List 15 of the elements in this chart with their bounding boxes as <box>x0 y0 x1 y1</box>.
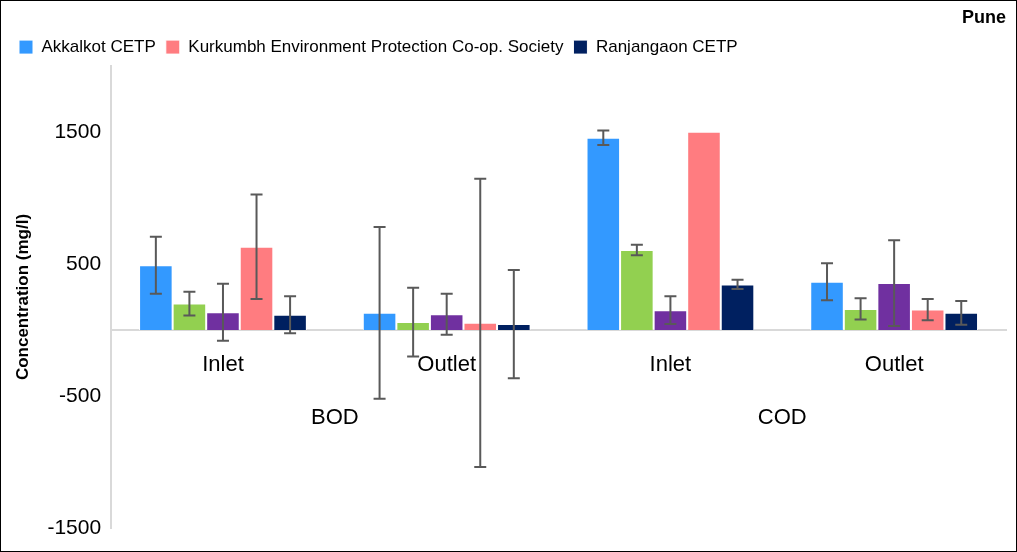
legend-label: Akkalkot CETP <box>41 36 156 56</box>
x-tick-label: Outlet <box>417 351 477 377</box>
y-tick-label: 500 <box>66 250 102 274</box>
y-tick-label: -500 <box>59 382 102 406</box>
chart-title: Pune <box>961 6 1006 27</box>
legend-label: Ranjangaon CETP <box>595 36 738 56</box>
annotation: COD <box>757 404 807 430</box>
y-tick-label: -1500 <box>47 515 102 539</box>
y-axis-title: Concentration (mg/l) <box>12 213 32 381</box>
y-tick-label: 1500 <box>54 118 102 142</box>
x-tick-label: Outlet <box>864 351 924 377</box>
x-tick-label: Inlet <box>649 351 692 377</box>
x-tick-label: Inlet <box>202 351 244 377</box>
annotation: BOD <box>310 404 359 430</box>
legend-label: Kurkumbh Environment Protection Co-op. Society <box>188 36 564 56</box>
